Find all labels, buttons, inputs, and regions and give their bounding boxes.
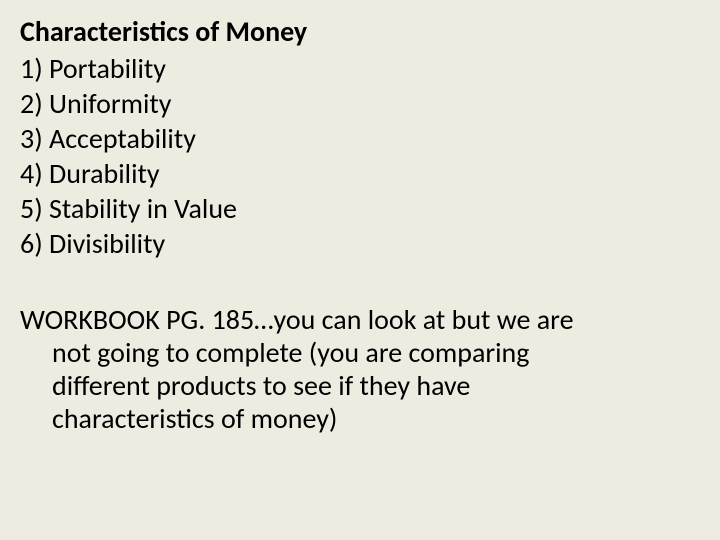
body-line: different products to see if they have [20,369,700,402]
list-item: 6) Divisibility [20,226,700,261]
slide: Characteristics of Money 1) Portability … [0,0,720,540]
list-item: 2) Uniformity [20,86,700,121]
list-item: 5) Stability in Value [20,191,700,226]
list-item: 3) Acceptability [20,121,700,156]
body-line: WORKBOOK PG. 185…you can look at but we … [20,303,700,336]
characteristics-list: 1) Portability 2) Uniformity 3) Acceptab… [20,51,700,261]
list-item: 4) Durability [20,156,700,191]
body-line: characteristics of money) [20,402,700,435]
body-line: not going to complete (you are comparing [20,336,700,369]
slide-heading: Characteristics of Money [20,14,700,49]
body-paragraph: WORKBOOK PG. 185…you can look at but we … [20,303,700,435]
list-item: 1) Portability [20,51,700,86]
